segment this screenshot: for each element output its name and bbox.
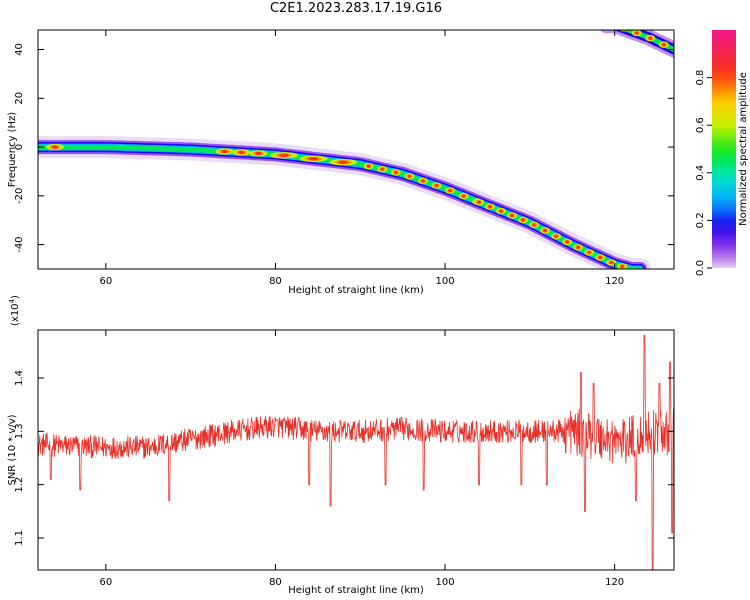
- x-tick-label: 80: [269, 276, 282, 287]
- spectrogram-layer: [38, 27, 674, 269]
- ridge-peak: [461, 194, 466, 198]
- ridge-peak: [609, 260, 613, 265]
- snr-frame: [37, 329, 675, 571]
- snr-layer: [38, 334, 674, 570]
- colorbar-tick-label: 0.6: [695, 117, 706, 133]
- figure-title: C2E1.2023.283.17.19.G16: [269, 1, 443, 16]
- ridge-peak: [51, 145, 59, 149]
- colorbar-tick-label: 0.4: [695, 165, 706, 181]
- ridge-peak: [510, 213, 514, 218]
- y-tick-label: -40: [14, 236, 25, 252]
- ridge-peak: [255, 151, 262, 156]
- colorbar: [712, 30, 736, 268]
- x-tick-label: 100: [435, 577, 454, 588]
- y-tick-label: -20: [14, 188, 25, 204]
- colorbar-title: Normalized spectral amplitude: [738, 72, 749, 226]
- y-axis-title: Frequency (Hz): [7, 112, 18, 188]
- ridge-peak: [620, 264, 625, 268]
- y-tick-label: 1.4: [14, 370, 25, 386]
- ridge-peak: [308, 157, 319, 161]
- ridge-peak: [499, 209, 503, 213]
- y-scale-label: (x104): [8, 295, 21, 326]
- ridge-peak: [532, 223, 536, 227]
- x-axis-title: Height of straight line (km): [288, 285, 424, 296]
- y-scale-suffix: ): [10, 295, 21, 299]
- y-scale-prefix: (x10: [10, 303, 21, 326]
- ridge-peak: [565, 240, 569, 244]
- ridge2-peak: [634, 31, 639, 35]
- ridge-peak: [448, 188, 452, 193]
- ridge-peak: [521, 218, 525, 222]
- ridge-peak: [407, 174, 412, 178]
- x-tick-label: 60: [99, 276, 112, 287]
- y-tick-label: 20: [14, 92, 25, 105]
- ridge-peak: [598, 255, 602, 260]
- ridge-peak: [366, 164, 371, 168]
- ridge-peak: [543, 228, 547, 233]
- ridge2-peak: [621, 27, 625, 30]
- ridge-peak: [279, 153, 289, 157]
- snr-series-line: [38, 334, 674, 570]
- ridge-peak: [421, 179, 425, 183]
- x-tick-label: 120: [605, 577, 624, 588]
- spectrogram-frame: [37, 29, 675, 270]
- y-tick-label: 40: [14, 43, 25, 56]
- ridge-peak: [221, 149, 228, 154]
- ridge2-peak: [648, 36, 653, 40]
- y-tick-label: 0: [14, 144, 25, 150]
- ridge-peak: [576, 245, 580, 249]
- ridge-peak: [488, 205, 492, 209]
- x-tick-label: 60: [99, 577, 112, 588]
- ridge-blue: [38, 142, 646, 269]
- ridge-peak: [380, 167, 385, 171]
- x-axis-title: Height of straight line (km): [288, 585, 424, 596]
- colorbar-tick-label: 0.0: [695, 260, 706, 276]
- colorbar-tick-label: 0.2: [695, 212, 706, 228]
- y-tick-label: 1.1: [14, 530, 25, 546]
- x-tick-label: 120: [605, 276, 624, 287]
- ridge-peak: [477, 200, 481, 204]
- y-scale-exponent: 4: [8, 298, 16, 303]
- x-tick-label: 80: [269, 577, 282, 588]
- ridge2-peak: [662, 43, 666, 47]
- x-tick-label: 100: [435, 276, 454, 287]
- y-axis-title: SNR (10 * v/v): [7, 414, 18, 485]
- ridge-peak: [338, 160, 349, 164]
- ridge-peak: [434, 183, 439, 188]
- colorbar-tick-label: 0.8: [695, 70, 706, 86]
- y-tick-label: 1.3: [14, 423, 25, 439]
- ridge-peak: [554, 234, 558, 238]
- ridge-peak: [394, 170, 398, 174]
- ridge-peak: [587, 250, 591, 255]
- y-tick-label: 1.2: [14, 477, 25, 493]
- ridge-peak: [238, 150, 245, 155]
